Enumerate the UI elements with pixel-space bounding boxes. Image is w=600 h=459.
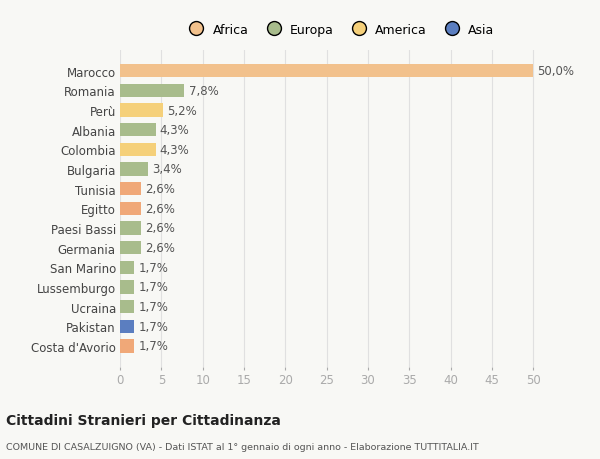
Text: COMUNE DI CASALZUIGNO (VA) - Dati ISTAT al 1° gennaio di ogni anno - Elaborazion: COMUNE DI CASALZUIGNO (VA) - Dati ISTAT … bbox=[6, 442, 479, 451]
Bar bbox=[120, 104, 163, 118]
Bar bbox=[120, 124, 155, 137]
Bar bbox=[120, 163, 148, 176]
Text: 3,4%: 3,4% bbox=[152, 163, 182, 176]
Bar bbox=[120, 65, 533, 78]
Bar bbox=[120, 280, 134, 294]
Text: 2,6%: 2,6% bbox=[146, 183, 175, 196]
Text: 2,6%: 2,6% bbox=[146, 241, 175, 255]
Text: 50,0%: 50,0% bbox=[538, 65, 574, 78]
Bar bbox=[120, 261, 134, 274]
Bar bbox=[120, 241, 142, 255]
Text: 2,6%: 2,6% bbox=[146, 222, 175, 235]
Text: 1,7%: 1,7% bbox=[138, 301, 168, 313]
Bar bbox=[120, 320, 134, 333]
Bar bbox=[120, 300, 134, 313]
Text: 5,2%: 5,2% bbox=[167, 104, 197, 117]
Bar bbox=[120, 202, 142, 216]
Bar bbox=[120, 84, 184, 98]
Bar bbox=[120, 222, 142, 235]
Text: 7,8%: 7,8% bbox=[188, 84, 218, 98]
Text: 1,7%: 1,7% bbox=[138, 340, 168, 353]
Legend: Africa, Europa, America, Asia: Africa, Europa, America, Asia bbox=[179, 19, 499, 42]
Bar bbox=[120, 183, 142, 196]
Text: 2,6%: 2,6% bbox=[146, 202, 175, 215]
Text: 1,7%: 1,7% bbox=[138, 281, 168, 294]
Text: Cittadini Stranieri per Cittadinanza: Cittadini Stranieri per Cittadinanza bbox=[6, 414, 281, 428]
Text: 4,3%: 4,3% bbox=[160, 144, 190, 157]
Bar bbox=[120, 143, 155, 157]
Text: 1,7%: 1,7% bbox=[138, 261, 168, 274]
Text: 1,7%: 1,7% bbox=[138, 320, 168, 333]
Bar bbox=[120, 340, 134, 353]
Text: 4,3%: 4,3% bbox=[160, 124, 190, 137]
